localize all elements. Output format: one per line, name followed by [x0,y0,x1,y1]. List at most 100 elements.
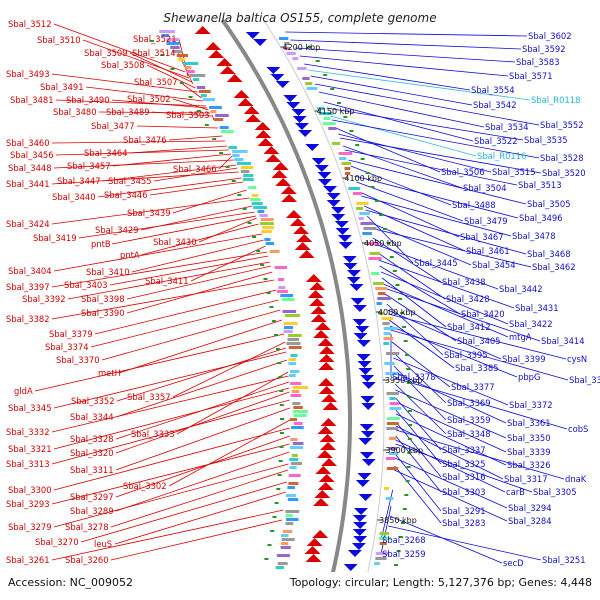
forward-gene-arrow [285,210,302,218]
forward-gene-arrow [294,242,311,250]
feature-block [170,46,180,49]
gene-label-forward: Sbal_3344 [70,412,114,422]
label-connector [198,217,257,243]
forward-gene-arrow [237,98,254,106]
reverse-gene-arrow [266,67,281,74]
label-connector [172,98,209,111]
kbp-label: 4200 kbp [283,43,321,52]
gc-marker [179,82,184,84]
label-connector [114,491,287,545]
reverse-gene-arrow [286,102,301,109]
gene-label-reverse: Sbal_3467 [460,232,504,242]
feature-block [257,210,265,213]
kbp-label: 4050 kbp [364,239,402,248]
gc-marker [337,102,341,104]
gc-marker [160,54,165,56]
gene-label-reverse: Sbal_3445 [414,258,458,268]
label-connector [53,159,234,169]
gene-label-forward: Sbal_3390 [81,308,125,318]
gc-marker [279,432,284,434]
feature-block [242,178,254,181]
feature-block [189,74,206,77]
gene-label-reverse: Sbal_3520 [542,168,586,178]
label-connector [394,371,507,424]
gene-label-forward: Sbal_3503 [166,110,210,120]
label-connector [394,377,568,430]
reverse-gene-arrow [353,333,368,340]
gene-label-forward: Sbal_3448 [8,163,52,173]
gene-label-reverse: Sbal_3478 [512,231,556,241]
feature-block [275,566,285,569]
label-connector [51,140,225,144]
feature-block [261,230,272,233]
feature-block [288,474,301,477]
feature-block [290,394,302,397]
forward-gene-arrow [219,66,236,74]
gene-label-reverse: Sbal_3513 [518,180,562,190]
gc-marker [271,320,276,322]
feature-block [284,47,291,50]
gene-label-forward: Sbal_3311 [70,465,114,475]
label-connector [110,519,283,561]
reverse-gene-arrow [352,319,367,326]
gc-marker [407,410,412,412]
label-connector [386,303,444,356]
gene-label-forward: pntB [91,239,111,249]
gene-label-reverse: Sbal_3534 [485,122,529,132]
label-connector [359,191,460,238]
feature-block [288,346,302,349]
gene-label-reverse: Sbal_3405 [457,336,501,346]
kbp-ruler: 4200 kbp 4150 kbp 4100 kbp 4050 kbp 4000 kbp… [280,43,423,525]
feature-block [286,518,299,521]
gene-label-forward: Sbal_3270 [35,537,79,547]
label-connector [394,465,442,524]
kbp-label: 3950 kbp [385,376,423,385]
gene-label-reverse: Sbal_3552 [540,120,584,130]
feature-block [291,454,298,457]
label-connector [53,23,186,73]
feature-block [322,122,336,125]
gene-label-forward: Sbal_3477 [91,121,135,131]
forward-gene-arrow [293,226,310,234]
gene-label-forward: Sbal_3392 [22,294,66,304]
feature-block [186,70,195,73]
feature-block [373,282,384,285]
gene-label-reverse: Sbal_3554 [471,85,515,95]
gc-marker [212,138,217,140]
gc-marker [407,382,411,384]
reverse-gene-arrow [357,473,372,480]
gene-label-forward: Sbal_3429 [95,225,139,235]
gene-label-forward: Sbal_3302 [123,481,167,491]
label-connector [149,181,244,196]
feature-block [184,66,192,69]
reverse-gene-arrow [358,368,373,375]
forward-gene-arrow [322,402,339,410]
gc-marker [266,292,271,294]
feature-block [291,426,304,429]
forward-gene-arrow [309,282,326,290]
gene-label-reverse: Sbal_3571 [509,71,553,81]
label-connector [131,239,264,273]
label-connector [151,111,212,117]
forward-gene-arrow [314,490,331,498]
feature-block [383,332,391,335]
feature-block [251,194,259,197]
gc-marker [400,312,405,314]
gene-label-reverse: Sbal_3542 [473,100,517,110]
reverse-gene-arrow [294,123,309,130]
reverse-gene-arrow [335,228,350,235]
forward-gene-arrow [281,194,298,202]
feature-block [289,374,296,377]
feature-block [344,167,351,170]
gene-label-forward: Sbal_3439 [127,208,171,218]
gc-marker [403,340,408,342]
feature-block [386,392,399,395]
forward-gene-arrow [319,434,336,442]
label-connector [372,237,442,283]
label-connector [339,137,542,174]
gene-label-reverse: Sbal_3348 [447,429,491,439]
gene-label-reverse: cobS [568,424,588,434]
label-connector [348,159,527,205]
feature-block [276,554,290,557]
